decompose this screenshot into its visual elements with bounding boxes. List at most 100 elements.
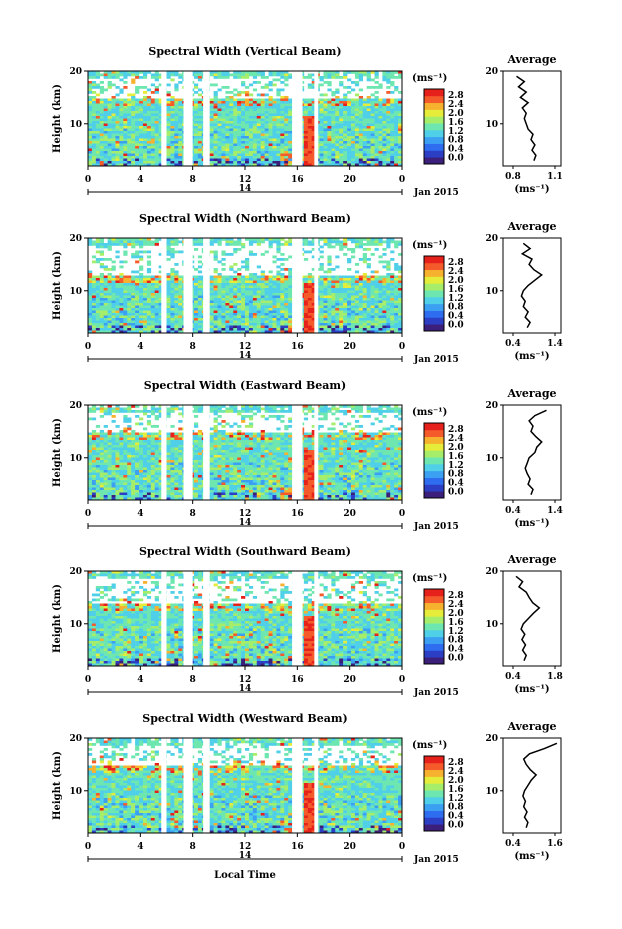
y-tick-label: 10 (69, 120, 82, 130)
average-y-tick-label: 20 (485, 401, 498, 411)
panel-3: Spectral Width (Eastward Beam) 10 20 Height… (52, 379, 563, 532)
x-axis-label: Local Time (214, 870, 276, 881)
average-y-tick-label: 20 (485, 567, 498, 577)
x-tick-label: 0 (85, 175, 91, 185)
heatmap-cells (88, 238, 402, 333)
average-y-tick-label: 10 (485, 120, 498, 130)
data-gap-2 (184, 238, 193, 333)
y-tick-label: 10 (69, 787, 82, 797)
x-tick-label: 8 (190, 842, 196, 852)
x-tick-label: 8 (190, 342, 196, 352)
date-label: Jan 2015 (413, 355, 459, 365)
data-gap-5 (314, 405, 318, 500)
y-axis-label: Height (km) (52, 251, 63, 320)
average-x-tick-label: 0.8 (505, 172, 521, 182)
average-line (516, 576, 539, 660)
x-tick-label: 16 (291, 675, 304, 685)
heatmap-cells (88, 571, 402, 666)
date-label: Jan 2015 (413, 522, 459, 532)
average-profile: Average 10 20 0.4 1.8 (ms⁻¹) (485, 553, 562, 695)
day-label: 14 (239, 684, 252, 694)
average-title: Average (506, 553, 556, 566)
colorbar-tick-label: 0.0 (448, 488, 464, 498)
colorbar: 0.00.40.81.21.62.02.42.8 (424, 423, 464, 498)
data-gap-4 (292, 405, 302, 500)
x-tick-label: 8 (190, 675, 196, 685)
x-tick-label: 0 (85, 842, 91, 852)
x-tick-label: 20 (343, 842, 356, 852)
average-y-tick-label: 10 (485, 620, 498, 630)
data-gap-5 (314, 238, 318, 333)
x-tick-label: 20 (343, 342, 356, 352)
y-tick-label: 20 (69, 234, 82, 244)
data-gap-1 (161, 738, 166, 833)
panel-5: Spectral Width (Westward Beam)1020Height… (52, 712, 563, 865)
panel-title: Spectral Width (Eastward Beam) (144, 379, 346, 392)
x-tick-label: 16 (291, 342, 304, 352)
colorbar-tick-label: 0.8 (448, 636, 464, 646)
colorbar-tick-label: 0.4 (448, 145, 464, 155)
average-x-axis-label: (ms⁻¹) (514, 184, 549, 195)
colorbar-tick-label: 0.4 (448, 812, 464, 822)
y-axis-label: Height (km) (52, 84, 63, 153)
colorbar-tick-label: 2.8 (448, 258, 464, 268)
data-gap-2 (184, 738, 193, 833)
data-gap-3 (203, 238, 210, 333)
x-tick-label: 16 (291, 509, 304, 519)
day-label: 14 (239, 851, 252, 861)
average-title: Average (506, 720, 556, 733)
colorbar-tick-label: 2.8 (448, 591, 464, 601)
data-gap-5 (314, 738, 318, 833)
y-axis-label: Height (km) (52, 418, 63, 487)
average-y-tick-label: 20 (485, 67, 498, 77)
data-gap-4 (292, 738, 302, 833)
data-gap-1 (161, 405, 166, 500)
colorbar-tick-label: 0.8 (448, 803, 464, 813)
average-title: Average (506, 387, 556, 400)
y-tick-label: 20 (69, 67, 82, 77)
average-line (521, 243, 541, 327)
data-gap-5 (314, 71, 318, 166)
colorbar-tick-label: 2.8 (448, 758, 464, 768)
colorbar-tick-label: 0.4 (448, 312, 464, 322)
heatmap-cells (88, 738, 402, 833)
colorbar-tick-label: 2.4 (448, 600, 464, 610)
x-tick-label: 4 (137, 842, 143, 852)
colorbar-tick-label: 0.0 (448, 154, 464, 164)
x-tick-label: 4 (137, 675, 143, 685)
panel-2: Spectral Width (Northward Beam)1020Heigh… (52, 212, 563, 365)
average-x-axis-label: (ms⁻¹) (514, 684, 549, 695)
data-gap-2 (184, 405, 193, 500)
data-gap-4 (292, 238, 302, 333)
data-gap-2 (184, 571, 193, 666)
data-gap-1 (161, 238, 166, 333)
colorbar-tick-label: 2.8 (448, 91, 464, 101)
colorbar-tick-label: 1.2 (448, 794, 464, 804)
average-x-axis-label: (ms⁻¹) (514, 851, 549, 862)
colorbar-tick-label: 1.6 (448, 118, 464, 128)
figure: Spectral Width (Vertical Beam)1020Height… (0, 0, 622, 929)
x-tick-label: 4 (137, 509, 143, 519)
x-tick-label: 0 (399, 675, 405, 685)
data-gap-3 (203, 405, 210, 500)
average-x-tick-label: 1.4 (547, 506, 563, 516)
x-tick-label: 0 (399, 175, 405, 185)
day-label: 14 (239, 184, 252, 194)
x-tick-label: 0 (85, 342, 91, 352)
colorbar-tick-label: 0.0 (448, 321, 464, 331)
y-tick-label: 10 (69, 454, 82, 464)
average-x-tick-label: 1.8 (547, 672, 563, 682)
y-axis-label: Height (km) (52, 751, 63, 820)
x-tick-label: 8 (190, 175, 196, 185)
x-tick-label: 0 (85, 675, 91, 685)
colorbar-unit-label: (ms⁻¹) (412, 573, 447, 584)
colorbar-tick-label: 2.0 (448, 609, 464, 619)
x-tick-label: 8 (190, 509, 196, 519)
data-gap-3 (203, 71, 210, 166)
average-y-tick-label: 10 (485, 454, 498, 464)
colorbar-tick-label: 1.2 (448, 461, 464, 471)
colorbar-tick-label: 1.2 (448, 627, 464, 637)
data-gap-4 (292, 571, 302, 666)
average-x-tick-label: 0.4 (505, 672, 521, 682)
